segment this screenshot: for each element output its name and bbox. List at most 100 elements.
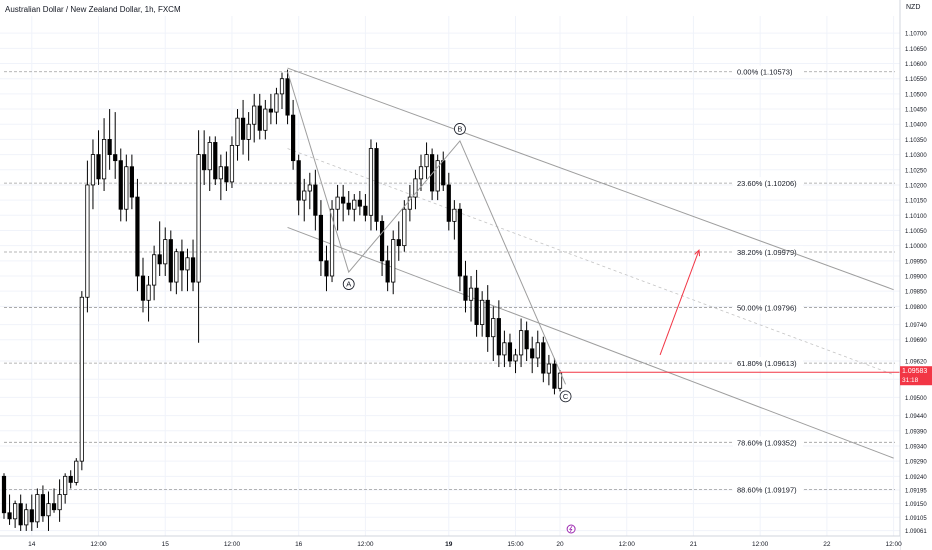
candle-body-down xyxy=(140,275,146,301)
projection-arrow[interactable] xyxy=(659,249,701,356)
candle-body-up xyxy=(124,166,129,210)
fib-label-bg xyxy=(733,357,803,370)
candle-body-up xyxy=(329,208,335,277)
abc-wave-pattern[interactable]: A B C xyxy=(287,71,572,403)
candle-body-down xyxy=(485,299,490,338)
x-tick-label: 12:00 xyxy=(885,541,902,548)
candle-body-down xyxy=(430,154,435,192)
candle-body-up xyxy=(263,108,268,131)
candle-body-down xyxy=(240,117,246,140)
candle-body-down xyxy=(457,208,463,277)
y-tick-label: 1.10700 xyxy=(905,32,927,38)
candle-body-down xyxy=(357,199,362,207)
y-tick-label: 1.10250 xyxy=(905,168,927,174)
y-tick-label: 1.09390 xyxy=(905,429,927,435)
candle-body-up xyxy=(252,105,257,125)
candle-body-up xyxy=(63,475,68,495)
candle-body-up xyxy=(335,196,340,210)
projection-arrow-line xyxy=(659,250,700,356)
y-tick-label: 1.09620 xyxy=(905,359,927,365)
x-tick-label: 21 xyxy=(690,541,698,548)
price-badge: 1.09583 31:18 xyxy=(900,366,932,386)
candle-body-up xyxy=(185,257,190,271)
candle-body-down xyxy=(96,154,101,180)
x-tick-label: 15 xyxy=(162,541,170,548)
y-tick-label: 1.09800 xyxy=(905,305,927,311)
candle-body-up xyxy=(274,93,279,113)
candle-body-down xyxy=(224,166,229,183)
wave-label: C xyxy=(563,392,569,401)
candle-body-up xyxy=(207,142,212,171)
x-tick-label: 14 xyxy=(28,541,36,548)
candle-body-up xyxy=(307,184,312,192)
candle-body-up xyxy=(418,166,424,180)
y-tick-label: 1.10600 xyxy=(905,62,927,68)
fibonacci-retracement[interactable]: 0.00% (1.10573) 23.60% (1.10206) 38.20% (1… xyxy=(4,65,895,496)
candle-body-up xyxy=(435,160,440,192)
candle-body-down xyxy=(313,184,318,216)
y-tick-label: 1.09440 xyxy=(905,414,927,420)
candle-body-down xyxy=(18,503,23,526)
candle-body-down xyxy=(496,318,501,356)
candle-body-up xyxy=(24,509,29,526)
candle-body-up xyxy=(174,251,179,283)
candle-body-up xyxy=(513,354,518,362)
candle-body-down xyxy=(291,114,296,162)
candle-body-down xyxy=(68,475,73,483)
x-tick-label: 22 xyxy=(823,541,831,548)
candle-body-down xyxy=(129,166,134,198)
wave-label: A xyxy=(346,280,351,289)
candle-body-up xyxy=(229,145,235,183)
candle-body-down xyxy=(346,202,351,210)
y-tick-label: 1.10300 xyxy=(905,153,927,159)
y-tick-label: 1.09150 xyxy=(905,502,927,508)
candle-body-up xyxy=(146,284,151,301)
candle-body-up xyxy=(413,178,418,198)
trend-channel[interactable] xyxy=(287,67,894,459)
candle-body-down xyxy=(530,348,535,359)
candle-body-up xyxy=(218,166,223,180)
candle-body-down xyxy=(324,260,329,277)
candle-body-up xyxy=(546,363,551,374)
candle-body-up xyxy=(468,287,474,301)
candle-body-down xyxy=(474,287,479,325)
price-axis-bg[interactable] xyxy=(900,0,932,550)
candle-body-down xyxy=(40,494,46,517)
wave-label-circle xyxy=(559,390,572,403)
candle-body-up xyxy=(246,123,251,140)
wave-label-circle xyxy=(342,278,355,290)
fib-label-bg xyxy=(733,177,803,190)
candle-body-up xyxy=(13,503,18,520)
y-tick-label: 1.10650 xyxy=(905,47,927,53)
lightning-icon xyxy=(568,525,573,533)
title-bar-bg xyxy=(0,0,932,16)
y-tick-label: 1.10500 xyxy=(905,92,927,98)
x-tick-label: 16 xyxy=(295,541,303,548)
y-tick-label: 1.09340 xyxy=(905,444,927,450)
candle-body-down xyxy=(202,154,207,171)
candle-body-down xyxy=(7,512,12,520)
candle-body-down xyxy=(113,154,118,162)
candle-body-up xyxy=(407,196,412,210)
candle-body-up xyxy=(101,139,107,180)
y-tick-label: 1.09240 xyxy=(905,475,927,481)
event-marker-icon[interactable] xyxy=(566,524,576,534)
symbol-title[interactable]: Australian Dollar / New Zealand Dollar, … xyxy=(5,5,181,14)
candle-body-up xyxy=(163,239,168,265)
candle-body-up xyxy=(79,296,84,462)
candle-body-down xyxy=(379,220,385,262)
y-tick-label: 1.10150 xyxy=(905,199,927,205)
x-tick-label: 12:00 xyxy=(357,541,374,548)
wave-label-circle xyxy=(454,123,466,135)
fib-level-label: 50.00% (1.09796) xyxy=(737,304,797,313)
candle-body-up xyxy=(279,78,285,95)
candle-body-down xyxy=(190,257,196,283)
time-axis-bg[interactable] xyxy=(0,536,900,550)
y-tick-label: 1.09195 xyxy=(905,488,927,494)
candle-body-up xyxy=(57,494,62,511)
candle-body-up xyxy=(368,148,374,216)
candle-body-up xyxy=(352,199,357,210)
x-tick-label: 12:00 xyxy=(224,541,241,548)
candle-body-down xyxy=(107,139,112,155)
